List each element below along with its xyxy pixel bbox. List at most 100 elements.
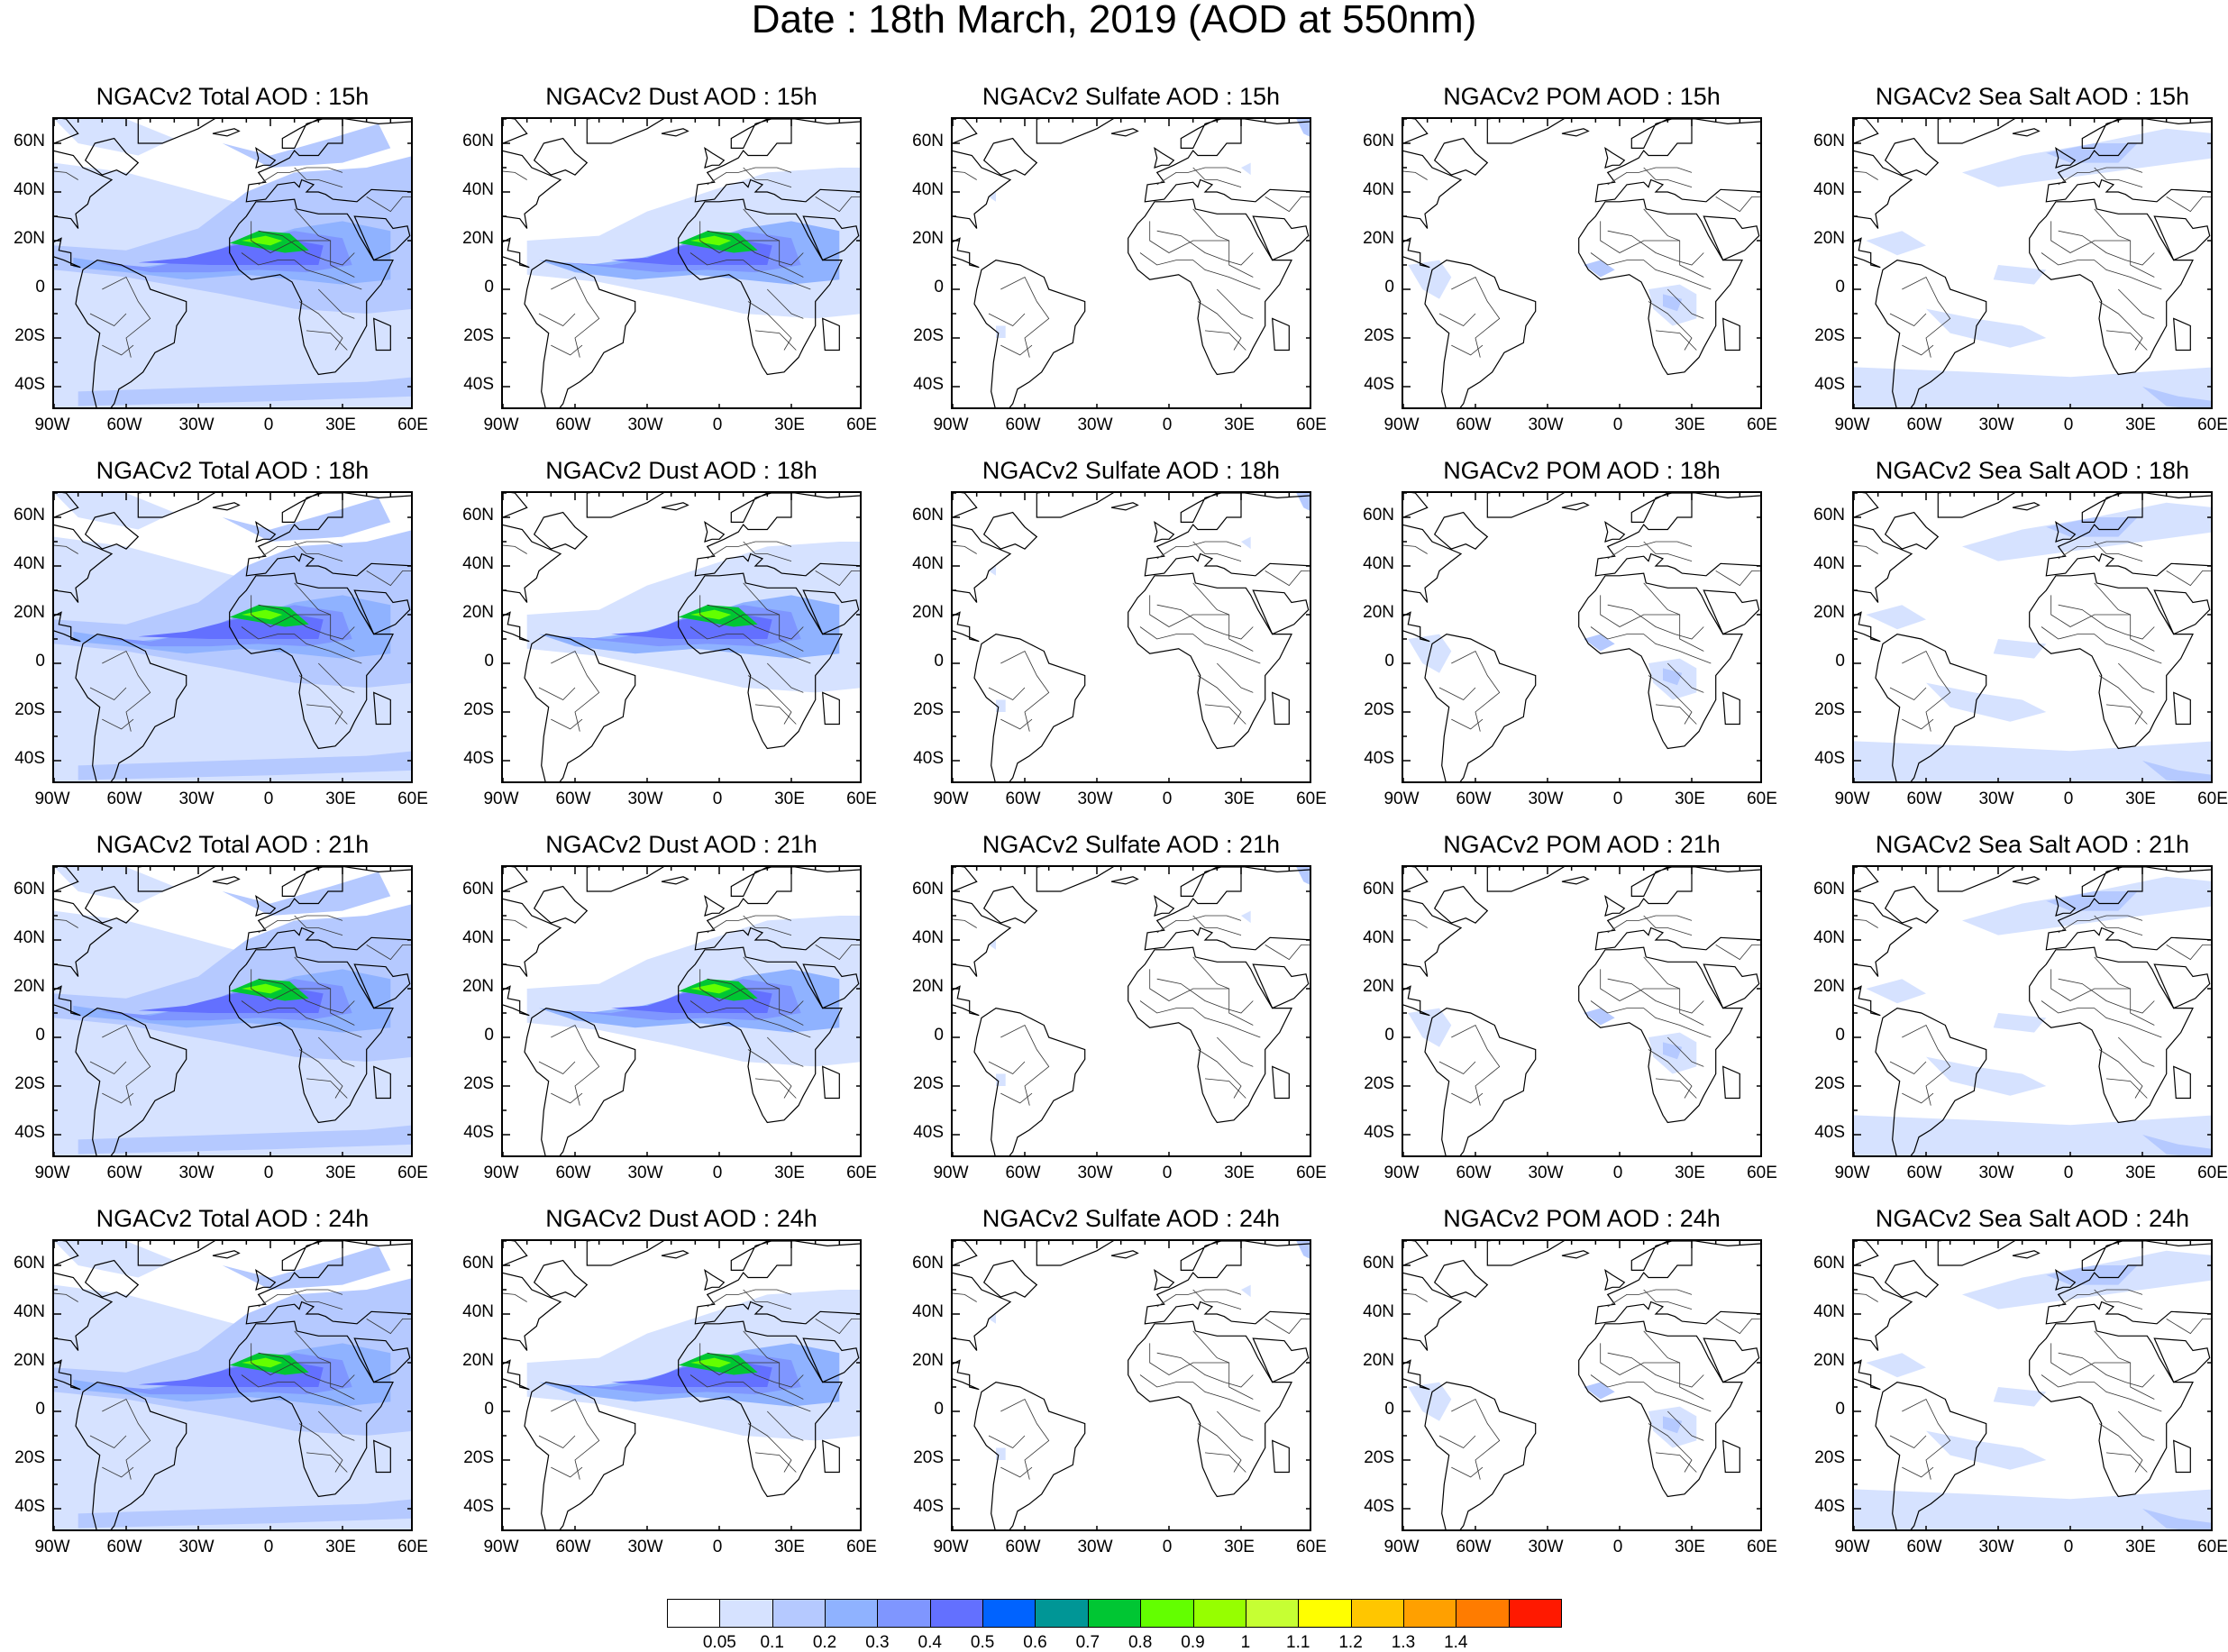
lon-tick-label: 30W — [1077, 1164, 1113, 1182]
lat-tick-label: 0 — [484, 278, 494, 297]
country-border — [747, 301, 792, 351]
country-border — [1000, 1024, 1050, 1106]
country-border — [1902, 718, 1934, 730]
aod-field — [1663, 1416, 1683, 1434]
country-border — [988, 687, 1026, 700]
aod-field — [989, 566, 996, 576]
lon-tick-label: 30E — [325, 1538, 356, 1556]
map-canvas — [1854, 119, 2211, 407]
country-border — [1643, 1289, 1693, 1310]
coastline — [2012, 1250, 2041, 1259]
lon-tick-label: 60E — [1747, 1538, 1777, 1556]
country-border — [1667, 288, 1704, 319]
panel-title: NGACv2 Total AOD : 18h — [96, 457, 370, 484]
coastline — [982, 137, 1038, 176]
map-panel-total — [52, 491, 413, 783]
lat-tick-label: 40S — [913, 375, 944, 394]
country-border — [306, 1078, 348, 1099]
country-border — [1156, 1289, 1242, 1308]
country-border — [707, 915, 792, 934]
country-border — [953, 170, 977, 180]
coastline — [2173, 691, 2191, 726]
country-border — [538, 1435, 576, 1448]
map-panel-total — [52, 1239, 413, 1531]
aod-field — [1663, 668, 1683, 686]
lat-tick-label: 0 — [1384, 1026, 1394, 1045]
aod-field — [1296, 1241, 1310, 1259]
colorbar-label: 0.5 — [970, 1633, 995, 1652]
lon-tick-label: 0 — [1162, 789, 1173, 808]
lat-tick-label: 60N — [1813, 880, 1845, 899]
lat-tick-label: 40S — [913, 1497, 944, 1516]
lat-tick-label: 40S — [14, 1497, 45, 1516]
lon-tick-label: 60W — [1005, 415, 1041, 434]
country-border — [2105, 1452, 2148, 1473]
map-canvas — [1854, 1241, 2211, 1529]
lon-tick-label: 0 — [1612, 1164, 1623, 1182]
coastline — [229, 1320, 394, 1498]
lon-tick-label: 60E — [2197, 415, 2228, 434]
lat-tick-label: 0 — [484, 652, 494, 671]
country-border — [1204, 1078, 1246, 1099]
lon-tick-label: 60W — [1456, 1164, 1492, 1182]
country-border — [743, 1289, 792, 1310]
lat-tick-label: 60N — [1813, 506, 1845, 525]
coastline — [84, 511, 140, 550]
lon-tick-label: 60E — [846, 1538, 877, 1556]
aod-field — [1866, 605, 1926, 630]
aod-field — [2046, 143, 2138, 163]
lat-tick-label: 20N — [912, 1351, 944, 1370]
country-border — [1607, 915, 1693, 934]
lat-tick-label: 40S — [463, 375, 494, 394]
lat-tick-label: 20S — [14, 326, 45, 345]
colorbar-box — [1350, 1599, 1404, 1628]
panel-title: NGACv2 POM AOD : 21h — [1443, 831, 1721, 858]
lon-tick-label: 60W — [1906, 1538, 1942, 1556]
coastline — [1128, 572, 1292, 750]
country-border — [2058, 541, 2143, 560]
country-border — [318, 662, 355, 693]
coastline — [1272, 1065, 1290, 1100]
lon-tick-label: 60E — [846, 1164, 877, 1182]
lon-tick-label: 30E — [774, 1538, 805, 1556]
panel-title: NGACv2 POM AOD : 24h — [1443, 1205, 1721, 1232]
map-panel-seasalt — [1852, 865, 2213, 1157]
country-border — [1715, 1319, 1760, 1335]
map-canvas — [1403, 493, 1760, 781]
country-border — [1139, 1000, 1261, 1038]
lon-tick-label: 90W — [933, 1164, 969, 1182]
aod-field — [690, 235, 732, 246]
lat-tick-label: 0 — [934, 278, 944, 297]
panel-title: NGACv2 Dust AOD : 21h — [545, 831, 817, 858]
lon-tick-label: 90W — [1383, 1164, 1420, 1182]
coastline — [2045, 1241, 2211, 1325]
country-border — [707, 541, 792, 560]
country-border — [298, 1423, 343, 1473]
lat-tick-label: 20N — [462, 229, 494, 248]
coastline — [353, 215, 411, 261]
country-border — [366, 196, 411, 213]
coastline — [678, 572, 843, 750]
country-border — [2058, 604, 2155, 640]
lat-tick-label: 20S — [1364, 1074, 1394, 1093]
country-border — [1192, 1330, 1229, 1364]
lon-tick-label: 90W — [1834, 1164, 1870, 1182]
country-border — [1854, 918, 1878, 928]
coastline — [255, 521, 277, 543]
country-border — [1197, 1423, 1242, 1473]
lat-tick-label: 40N — [1363, 1302, 1394, 1321]
lon-tick-label: 90W — [1834, 1538, 1870, 1556]
coastline — [982, 1259, 1038, 1298]
coastline — [1036, 493, 1114, 518]
country-border — [1438, 687, 1476, 700]
lat-tick-label: 20N — [462, 1351, 494, 1370]
coastline — [704, 1269, 726, 1291]
coastline — [1110, 1250, 1139, 1259]
coastline — [1486, 119, 1565, 144]
country-border — [754, 704, 797, 725]
country-border — [1217, 1036, 1254, 1067]
country-border — [1643, 915, 1693, 936]
coastline — [822, 691, 840, 726]
aod-field — [1926, 308, 2047, 348]
country-border — [1902, 1024, 1951, 1106]
